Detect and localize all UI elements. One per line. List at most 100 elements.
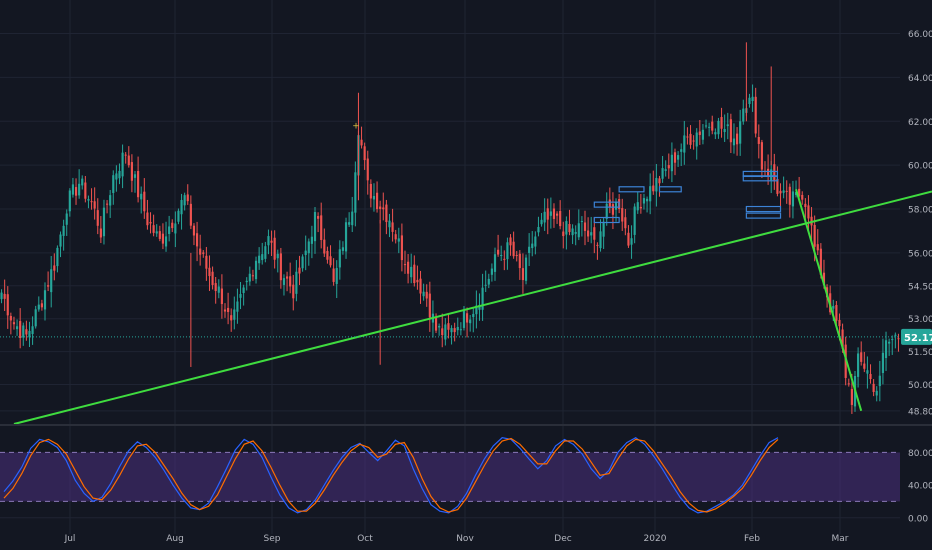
candle-body (686, 136, 689, 138)
oscillator-series-line (3, 436, 779, 514)
candle-body (453, 328, 456, 333)
candle-body (444, 324, 447, 340)
oscillator-series-line (3, 437, 779, 513)
candle-body (605, 203, 608, 219)
oscillator-axis[interactable]: 80.00 40.00 0.00 (908, 449, 932, 524)
candle-body (469, 319, 472, 324)
candle-body (214, 283, 217, 292)
candle-body (531, 243, 534, 249)
candle-body (459, 329, 462, 331)
candle-body (472, 313, 475, 318)
candle-body (723, 129, 726, 133)
candle-body (351, 211, 354, 226)
candle-body (447, 323, 450, 330)
last-price-badge: 52.17 (901, 328, 932, 345)
candle-body (12, 322, 16, 325)
candle-body (428, 293, 431, 318)
candle-body (667, 165, 670, 169)
candle-body (611, 204, 615, 215)
candle-body (285, 276, 289, 279)
candle-body (819, 248, 822, 275)
candle-body (490, 268, 493, 275)
candle-body (230, 315, 233, 321)
candle-body (189, 203, 192, 226)
candle-body (894, 334, 897, 336)
candle-body (251, 275, 255, 277)
candle-body (0, 292, 3, 300)
price-axis[interactable]: 66.00 64.00 62.00 60.00 58.00 56.00 54.50 53.00… (908, 30, 932, 417)
candle-body (835, 305, 838, 321)
price-tick-label: 56.00 (908, 249, 932, 259)
candle-body (791, 191, 795, 207)
candle-body (202, 252, 205, 254)
candle-body (121, 152, 124, 177)
candle-body (270, 240, 273, 243)
candle-body (62, 225, 65, 236)
candle-body (102, 207, 106, 237)
candle-body (677, 155, 680, 160)
candle-body (133, 174, 137, 178)
candle-body (282, 278, 286, 285)
candle-body (645, 198, 649, 202)
candle-body (152, 225, 155, 233)
time-axis[interactable]: Jul Aug Sep Oct Nov Dec 2020 Feb Mar (64, 534, 849, 544)
candle-body (627, 232, 630, 246)
candle-body (630, 238, 633, 245)
candle-body (521, 268, 525, 281)
candle-body (326, 250, 329, 260)
candle-body (847, 383, 850, 385)
oscillator-band-lines (0, 451, 900, 502)
candle-body (708, 126, 711, 128)
grid-lines (0, 0, 900, 534)
candle-body (87, 199, 90, 201)
candle-body (484, 284, 487, 286)
candle-body (419, 278, 422, 294)
candle-body (9, 315, 12, 321)
candle-body (422, 291, 425, 297)
candle-body (208, 267, 211, 277)
candle-body (580, 221, 583, 223)
candle-body (267, 236, 270, 246)
candle-body (130, 162, 133, 181)
candle-body (683, 135, 686, 153)
candle-body (639, 206, 642, 209)
zone-box (658, 186, 682, 193)
candle-body (832, 306, 835, 309)
candle-body (596, 244, 599, 246)
candle-body (3, 293, 6, 299)
candle-body (425, 291, 428, 299)
candle-body (158, 231, 161, 239)
candle-body (360, 139, 363, 146)
candle-body (587, 230, 590, 237)
candle-body (788, 186, 791, 205)
candle-body (701, 129, 705, 140)
candle-body (434, 317, 438, 331)
candle-body (475, 305, 478, 315)
price-tick-label: 54.50 (908, 282, 932, 292)
candle-body (264, 246, 267, 259)
oscillator-tick-label: 40.00 (908, 482, 932, 492)
candle-body (621, 208, 624, 222)
candle-body (31, 326, 34, 335)
candle-body (807, 205, 810, 219)
price-tick-label: 50.00 (908, 381, 932, 391)
oscillator-band (0, 452, 900, 502)
zone-box (742, 175, 779, 182)
candle-body (872, 383, 875, 392)
price-tick-label: 60.00 (908, 162, 932, 172)
candle-body (320, 215, 323, 241)
candle-body (506, 242, 509, 260)
candle-body (50, 269, 53, 293)
candle-body (804, 203, 807, 208)
candle-body (168, 226, 171, 234)
price-candles[interactable] (0, 42, 900, 414)
candle-body (400, 235, 403, 261)
candle-body (109, 195, 112, 206)
candle-body (794, 192, 798, 196)
time-tick-label: 2020 (644, 534, 667, 544)
candle-body (552, 208, 556, 219)
candle-body (261, 254, 264, 261)
candle-body (388, 220, 391, 228)
candle-body (341, 247, 345, 251)
candle-body (515, 255, 518, 257)
